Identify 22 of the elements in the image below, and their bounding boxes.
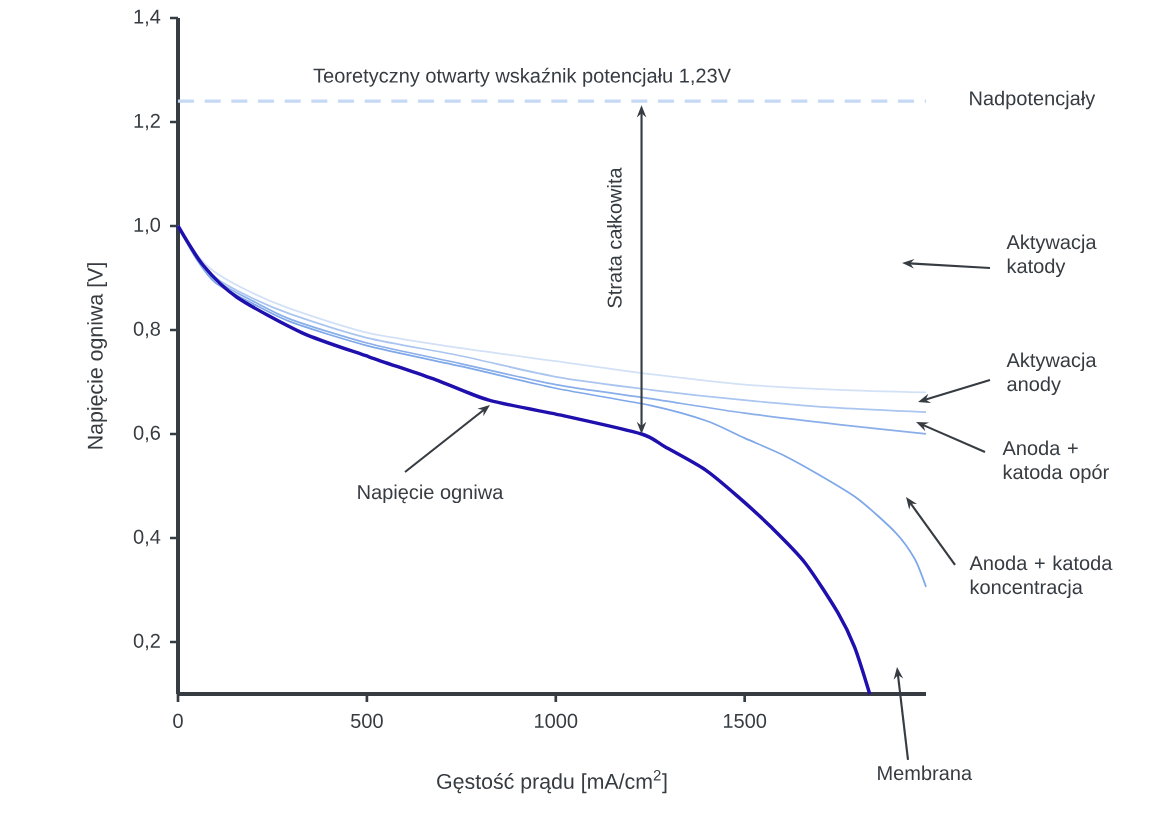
y-tick-label: 1,4: [134, 9, 161, 27]
y-tick-label: 0,6: [133, 425, 160, 443]
x-tick-label: 0: [173, 713, 183, 728]
annotation: Napięcie ogniwa: [358, 484, 504, 504]
text: Aktywacja anody: [1006, 352, 1097, 396]
x-tick-label: 1000: [535, 713, 578, 728]
x-tick-label: 1500: [723, 713, 767, 728]
annotation: Strata całkowita: [607, 167, 622, 308]
y-tick-label: 0,8: [133, 321, 160, 339]
text: Anoda + katoda koncentracja: [969, 555, 1113, 599]
text: Nadpotencjały: [970, 90, 1096, 110]
y-axis-title: Napięcie ogniwa [V]: [87, 263, 108, 449]
y-tick-label: 0,4: [133, 529, 161, 547]
y-tick-label: 1,2: [134, 113, 160, 131]
text: Membrana: [878, 765, 973, 781]
x-tick-label: 500: [351, 713, 383, 728]
x-axis-title: Gęstość prądu [mA/cm$^{2}$]: [437, 770, 667, 794]
ref-line-label: Teoretyczny otwarty wskaźnik potencjału 1,23V: [313, 67, 731, 87]
text: Aktywacja katody: [1006, 234, 1097, 278]
y-tick-label: 1,0: [134, 217, 161, 235]
y-tick-label: 0,2: [133, 633, 160, 651]
text: Anoda + katoda opór: [1002, 440, 1109, 484]
